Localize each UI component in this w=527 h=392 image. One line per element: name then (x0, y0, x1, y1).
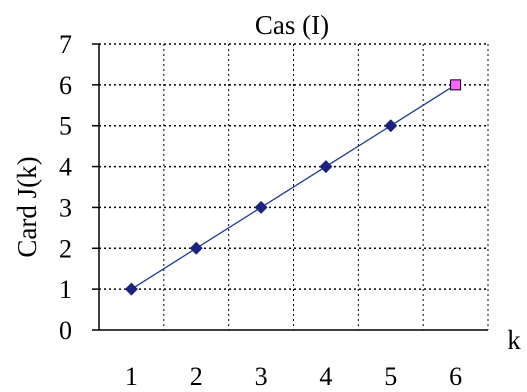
y-tick-label-7: 7 (59, 30, 72, 59)
x-tick-label-5: 5 (384, 362, 397, 391)
chart-title: Cas (I) (255, 10, 329, 40)
data-point-6 (450, 79, 462, 91)
series-line (131, 84, 456, 290)
y-tick-label-3: 3 (59, 193, 72, 222)
y-axis-label: Card J(k) (12, 156, 42, 257)
data-point-2 (189, 241, 203, 255)
data-point-4 (319, 160, 333, 174)
y-tick-label-1: 1 (59, 275, 72, 304)
data-series (124, 79, 462, 296)
x-axis-label: k (507, 325, 521, 355)
x-tick-label-4: 4 (319, 362, 332, 391)
y-tick-label-5: 5 (59, 112, 72, 141)
x-tick-label-6: 6 (449, 362, 462, 391)
data-point-3 (254, 200, 268, 214)
tick-labels: 0 1 2 3 4 5 6 7 1 2 3 4 5 6 (59, 30, 462, 391)
data-point-5 (384, 119, 398, 133)
y-tick-label-4: 4 (59, 153, 72, 182)
y-tick-label-2: 2 (59, 234, 72, 263)
data-point-1 (124, 282, 138, 296)
y-tick-label-6: 6 (59, 71, 72, 100)
x-tick-label-1: 1 (125, 362, 138, 391)
x-tick-label-2: 2 (190, 362, 203, 391)
y-tick-label-0: 0 (59, 316, 72, 345)
x-tick-label-3: 3 (255, 362, 268, 391)
axes (92, 43, 488, 331)
